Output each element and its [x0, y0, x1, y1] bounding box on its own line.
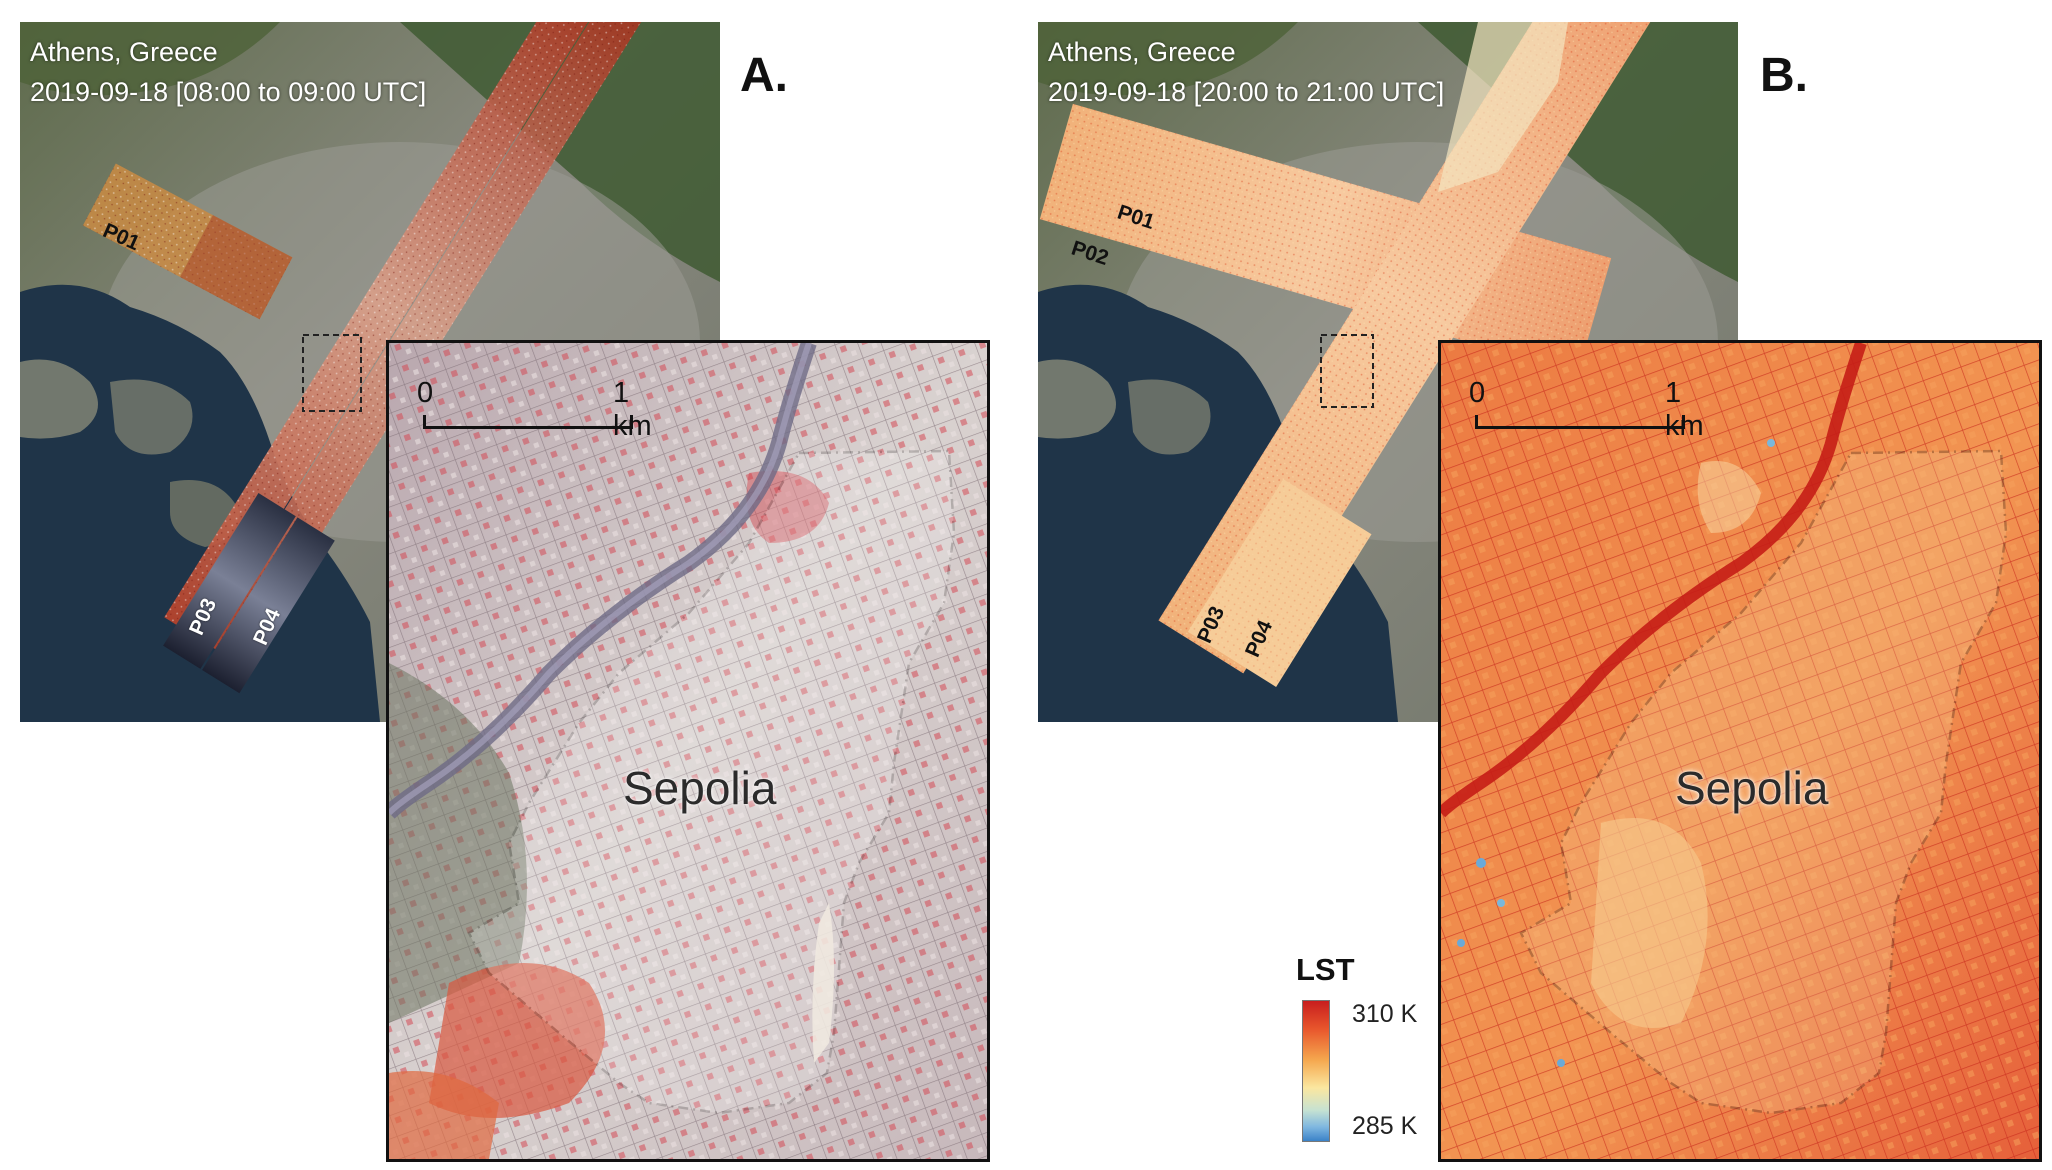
- scale-tick: [630, 415, 633, 429]
- scale-tick: [423, 415, 426, 429]
- scale-tick: [1682, 415, 1685, 429]
- panel-b-place-name: Sepolia: [1675, 762, 1829, 814]
- panel-b-inset-image: [1441, 343, 2039, 1159]
- panel-b-datetime: 2019-09-18 [20:00 to 21:00 UTC]: [1048, 77, 1445, 108]
- legend-min-label: 285 K: [1352, 1112, 1418, 1140]
- panel-a-inset-map: 0 1 km Sepolia: [386, 340, 990, 1162]
- panel-a-letter: A.: [740, 49, 788, 102]
- panel-a-datetime: 2019-09-18 [08:00 to 09:00 UTC]: [30, 77, 427, 108]
- panel-a-caption: Athens, Greece 2019-09-18 [08:00 to 09:0…: [30, 36, 426, 109]
- legend-max-label: 310 K: [1352, 1000, 1418, 1028]
- panel-b-caption: Athens, Greece 2019-09-18 [20:00 to 21:0…: [1048, 36, 1444, 109]
- study-area-box-b: [1320, 334, 1374, 408]
- panel-a-location: Athens, Greece: [30, 37, 218, 67]
- scale-line: [423, 426, 633, 429]
- panel-b-scalebar: 0 1 km: [1469, 377, 1704, 442]
- panel-b-inset-map: 0 1 km Sepolia: [1438, 340, 2042, 1162]
- panel-a-scalebar: 0 1 km: [417, 377, 652, 442]
- panel-b-scale-start: 0: [1469, 377, 1486, 409]
- panel-a-scale-start: 0: [417, 377, 434, 409]
- scale-tick: [1475, 415, 1478, 429]
- legend-colorbar: [1302, 1000, 1330, 1142]
- study-area-box-a: [302, 334, 362, 412]
- legend-title: LST: [1296, 952, 1355, 987]
- panel-a-place-name: Sepolia: [623, 762, 777, 814]
- panel-b-letter: B.: [1760, 49, 1808, 102]
- scale-line: [1475, 426, 1685, 429]
- panel-a-scale-end: 1 km: [613, 377, 652, 442]
- panel-a-inset-image: [389, 343, 987, 1159]
- panel-b-location: Athens, Greece: [1048, 37, 1236, 67]
- panel-b-scale-end: 1 km: [1665, 377, 1704, 442]
